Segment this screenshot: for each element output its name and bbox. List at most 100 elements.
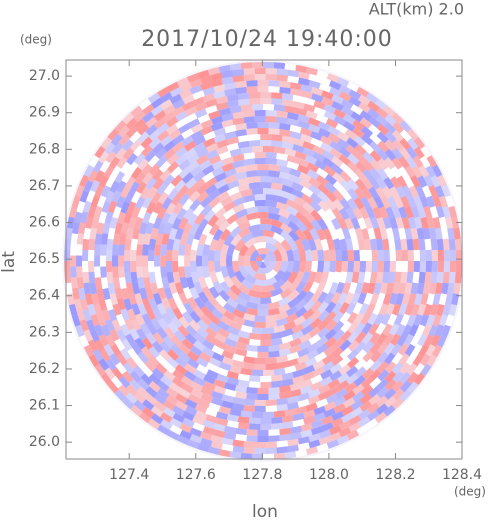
radar-echo	[110, 376, 123, 389]
radar-echo	[280, 270, 292, 283]
radar-echo	[175, 154, 188, 166]
radar-echo	[314, 238, 323, 251]
radar-echo	[384, 131, 397, 144]
radar-echo	[362, 358, 375, 371]
radar-echo	[388, 238, 396, 251]
radar-echo	[137, 158, 149, 171]
radar-echo	[192, 96, 205, 107]
radar-echo	[354, 331, 367, 344]
radar-echo	[292, 94, 305, 104]
radar-echo	[338, 207, 350, 221]
radar-echo	[287, 297, 300, 309]
radar-echo	[347, 356, 360, 369]
radar-echo	[211, 166, 225, 178]
radar-echo	[287, 438, 300, 447]
radar-echo	[377, 369, 390, 382]
radar-echo	[392, 370, 405, 383]
radar-echo	[289, 82, 302, 91]
radar-echo	[293, 195, 306, 207]
radar-echo	[167, 321, 179, 334]
radar-echo	[298, 77, 311, 86]
radar-echo	[175, 146, 188, 159]
radar-echo	[235, 80, 247, 89]
radar-echo	[221, 76, 234, 85]
radar-echo	[309, 317, 323, 330]
radar-echo	[292, 249, 301, 262]
radar-echo	[112, 244, 119, 256]
radar-echo	[226, 136, 240, 145]
radar-echo	[79, 334, 90, 348]
radar-echo	[213, 84, 226, 93]
radar-echo	[253, 241, 267, 250]
radar-echo	[441, 227, 449, 240]
radar-echo	[82, 309, 92, 322]
radar-echo	[410, 175, 421, 188]
radar-echo	[105, 358, 117, 371]
radar-echo	[348, 96, 362, 108]
radar-echo	[362, 350, 375, 363]
radar-echo	[79, 174, 90, 188]
radar-echo	[234, 171, 248, 181]
radar-echo	[201, 223, 213, 236]
radar-echo	[395, 323, 406, 337]
radar-echo	[105, 175, 116, 188]
radar-echo	[121, 370, 134, 383]
radar-echo	[176, 207, 188, 221]
radar-echo	[224, 344, 237, 354]
radar-echo	[178, 343, 191, 356]
radar-echo	[368, 124, 381, 136]
radar-echo	[104, 298, 114, 311]
radar-echo	[186, 160, 200, 172]
radar-echo	[182, 417, 195, 428]
radar-echo	[268, 170, 281, 178]
radar-echo	[442, 206, 451, 219]
radar-echo	[154, 244, 162, 256]
radar-echo	[307, 271, 317, 284]
radar-echo	[415, 324, 426, 337]
radar-echo	[399, 380, 412, 393]
radar-echo	[287, 270, 299, 284]
radar-echo	[347, 153, 360, 166]
radar-echo	[279, 433, 291, 442]
radar-echo	[337, 138, 350, 150]
radar-echo	[302, 140, 315, 151]
radar-echo	[323, 165, 336, 177]
radar-echo	[169, 93, 183, 105]
radar-echo	[140, 136, 153, 149]
radar-echo	[391, 157, 403, 170]
radar-echo	[200, 125, 213, 136]
radar-echo	[215, 238, 225, 251]
radar-echo	[203, 374, 216, 385]
radar-echo	[316, 343, 329, 355]
radar-echo	[243, 110, 255, 118]
radar-echo	[215, 102, 229, 111]
radar-echo	[430, 334, 441, 347]
radar-echo	[313, 412, 326, 422]
radar-echo	[226, 142, 239, 152]
radar-echo	[273, 62, 286, 70]
radar-echo	[384, 352, 396, 365]
radar-echo	[82, 238, 90, 251]
radar-echo	[237, 422, 250, 430]
radar-echo	[268, 128, 280, 136]
radar-echo	[388, 323, 400, 336]
radar-echo	[278, 348, 291, 357]
radar-echo	[202, 426, 216, 436]
radar-echo	[268, 122, 280, 129]
radar-echo	[295, 280, 307, 294]
radar-echo	[350, 104, 363, 116]
radar-echo	[305, 402, 318, 412]
radar-echo	[330, 217, 342, 231]
radar-echo	[102, 222, 111, 235]
radar-echo	[418, 165, 429, 178]
radar-echo	[352, 302, 363, 315]
radar-echo	[155, 276, 164, 289]
radar-echo	[421, 185, 432, 198]
radar-echo	[323, 260, 331, 273]
radar-echo	[187, 357, 200, 370]
radar-echo	[391, 362, 404, 375]
radar-echo	[243, 404, 255, 412]
radar-echo	[298, 171, 312, 183]
radar-echo	[448, 271, 456, 284]
y-tick-label: 26.1	[29, 398, 60, 414]
